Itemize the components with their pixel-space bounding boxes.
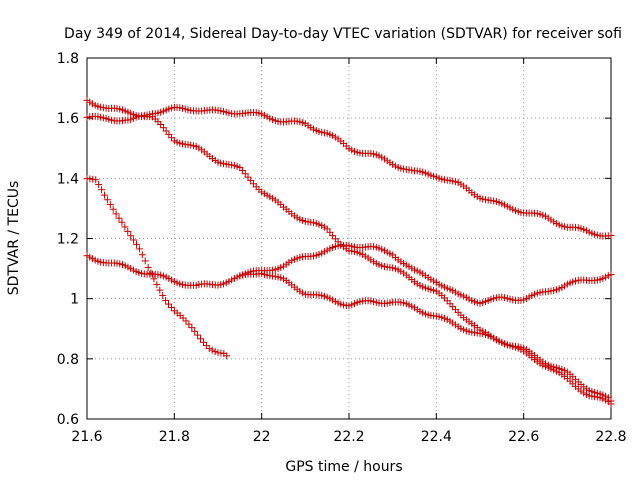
x-tick-label: 22: [253, 429, 271, 445]
data-point-6: [100, 191, 108, 199]
data-point-22: [147, 269, 155, 277]
data-point-14: [124, 227, 132, 235]
data-point-192: [607, 397, 615, 405]
data-point-24: [153, 281, 161, 289]
data-point-9: [109, 205, 117, 213]
data-point-12: [118, 218, 126, 226]
series-track-3: [83, 175, 231, 360]
data-point-28: [165, 300, 173, 308]
chart-title: Day 349 of 2014, Sidereal Day-to-day VTE…: [64, 26, 622, 42]
data-point-41: [202, 342, 210, 350]
data-point-192: [607, 231, 615, 239]
data-marks: [83, 96, 615, 408]
y-axis-label: SDTVAR / TECUs: [6, 181, 22, 296]
y-tick-label: 1.2: [57, 232, 79, 248]
data-point-26: [159, 291, 167, 299]
series-track-4: [83, 252, 615, 405]
data-point-3: [92, 176, 100, 184]
data-point-8: [106, 201, 114, 209]
series-track-5: [236, 241, 615, 307]
data-point-19: [138, 251, 146, 259]
data-point-4: [95, 181, 103, 189]
axis-ticks: 21.6 21.8 22 22.2 22.4 22.6 22.8 0.6 0.8 1 1.2 1.4 1…: [57, 51, 627, 445]
data-point-25: [156, 286, 164, 294]
x-tick-label: 22.6: [508, 429, 539, 445]
y-tick-label: 1.8: [57, 51, 79, 67]
data-point-44: [211, 348, 219, 356]
data-point-35: [185, 320, 193, 328]
data-point-5: [98, 186, 106, 194]
x-tick-label: 21.8: [159, 429, 190, 445]
series-track-1: [83, 103, 615, 240]
data-point-11: [115, 214, 123, 222]
x-tick-label: 22.2: [333, 429, 364, 445]
grid: [87, 58, 611, 419]
data-point-17: [132, 240, 140, 248]
data-point-16: [130, 236, 138, 244]
y-tick-label: 1.6: [57, 111, 79, 127]
data-point-18: [135, 245, 143, 253]
data-point-29: [167, 304, 175, 312]
data-point-36: [188, 324, 196, 332]
data-point-13: [121, 223, 129, 231]
data-point-10: [112, 210, 120, 218]
y-tick-label: 1.4: [57, 171, 79, 187]
data-point-23: [150, 275, 158, 283]
x-axis-label: GPS time / hours: [285, 459, 402, 475]
data-point-7: [103, 196, 111, 204]
data-point-40: [199, 338, 207, 346]
data-point-2: [89, 175, 97, 183]
data-point-39: [197, 335, 205, 343]
series-track-2: [83, 96, 615, 408]
data-point-34: [182, 317, 190, 325]
data-point-20: [141, 257, 149, 265]
data-point-136: [607, 271, 615, 279]
y-tick-label: 1: [70, 292, 79, 308]
data-point-21: [144, 263, 152, 271]
data-point-43: [208, 346, 216, 354]
x-tick-label: 21.6: [71, 429, 102, 445]
data-point-42: [205, 345, 213, 353]
data-point-27: [162, 296, 170, 304]
data-point-33: [179, 314, 187, 322]
data-point-37: [191, 327, 199, 335]
y-tick-label: 0.6: [57, 412, 79, 428]
data-point-48: [223, 352, 231, 360]
data-point-15: [127, 232, 135, 240]
x-tick-label: 22.8: [595, 429, 626, 445]
x-tick-label: 22.4: [421, 429, 452, 445]
y-tick-label: 0.8: [57, 352, 79, 368]
data-point-38: [194, 331, 202, 339]
